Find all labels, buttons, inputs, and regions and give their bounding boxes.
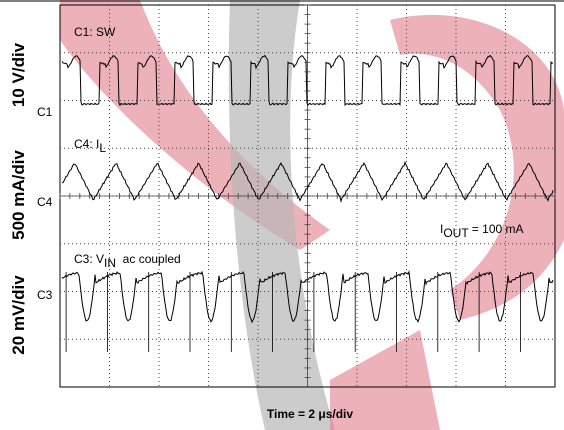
waveforms: [61, 54, 554, 352]
waveform-il: [61, 160, 554, 203]
watermark-red-corner: [330, 330, 440, 430]
scale-label: 20 mV/div: [9, 275, 28, 355]
graticule: [59, 4, 556, 387]
watermark: [60, 0, 564, 430]
label-text: I: [440, 222, 443, 236]
scale-label: 500 mA/div: [9, 150, 28, 240]
label-subscript: OUT: [443, 226, 469, 240]
label-text: = 100 mA: [468, 222, 523, 236]
waveform-vin: [61, 270, 554, 324]
waveform-sw: [61, 54, 554, 107]
time-base-label: Time = 2 μs/div: [267, 407, 353, 421]
channel-label: C3: VIN ac coupled: [74, 252, 181, 270]
watermark-red-swoosh: [60, 0, 330, 250]
label-subscript: IN: [104, 256, 116, 270]
label-text: C4: I: [74, 137, 99, 151]
measurement-label: IOUT = 100 mA: [440, 222, 524, 240]
label-text: C3: V: [74, 252, 104, 266]
label-text: ac coupled: [116, 252, 181, 266]
watermark-gray-band: [228, 0, 335, 430]
switching-spikes: [65, 272, 521, 352]
scale-label: 10 V/div: [9, 42, 28, 107]
channel-marker: C1: [37, 105, 53, 119]
channel-marker: C4: [37, 195, 53, 209]
channel-label: C4: IL: [74, 137, 106, 155]
watermark-red-arc: [390, 14, 564, 321]
label-subscript: L: [99, 141, 106, 155]
channel-label: C1: SW: [74, 25, 116, 39]
channel-marker: C3: [37, 288, 53, 302]
